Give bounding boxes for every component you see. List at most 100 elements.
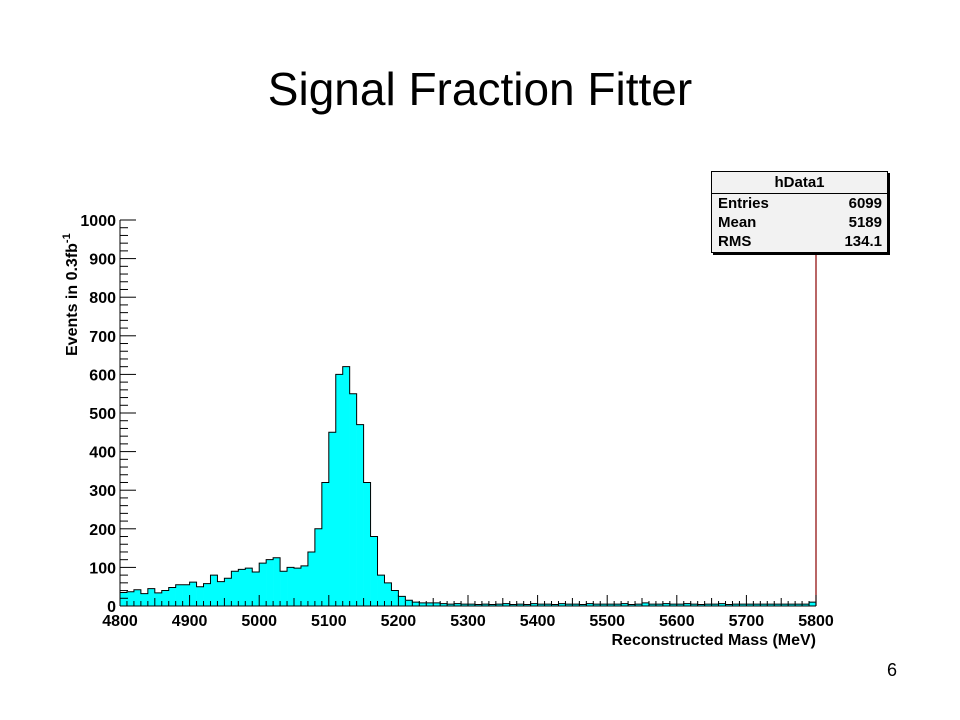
histogram-bar (300, 565, 309, 606)
histogram-bar (140, 593, 149, 606)
y-axis-ticks: 0 100 200 300 400 500 600 700 800 900 1000 (80, 213, 136, 616)
histogram-bar (175, 584, 183, 606)
histogram-bar (287, 567, 295, 606)
stats-row-entries: Entries 6099 (712, 194, 887, 213)
histogram-bar (683, 603, 692, 606)
x-tick-label: 5000 (241, 613, 277, 630)
x-tick-label: 5500 (589, 613, 625, 630)
histogram-bar (746, 604, 754, 606)
histogram-bar (662, 603, 671, 606)
histogram-bar (120, 592, 128, 606)
y-tick-label: 0 (107, 599, 116, 616)
histogram-bar (565, 604, 573, 606)
stats-value: 6099 (848, 195, 882, 212)
histogram-bar (294, 568, 302, 606)
histogram-bar (739, 604, 747, 606)
histogram-bar (440, 603, 448, 606)
histogram-bar (224, 578, 232, 606)
y-tick-label: 300 (89, 483, 116, 500)
x-tick-label: 5700 (729, 613, 765, 630)
histogram-bar (245, 568, 253, 606)
y-tick-label: 900 (89, 252, 116, 269)
stats-value: 5189 (848, 214, 882, 231)
histogram-bar (474, 604, 483, 606)
stats-label: Mean (718, 214, 757, 231)
histogram-bar (635, 604, 643, 606)
histogram-bar (266, 559, 274, 606)
histogram-bar (335, 374, 344, 606)
histogram-bar (391, 590, 399, 606)
histogram-bar (419, 602, 427, 606)
y-tick-label: 600 (89, 367, 116, 384)
histogram-bar (495, 604, 504, 606)
stats-label: RMS (718, 233, 752, 250)
histogram-bar (161, 590, 170, 606)
x-tick-label: 4900 (172, 613, 208, 630)
histogram-bar (377, 575, 385, 606)
stats-box-title: hData1 (712, 172, 887, 194)
histogram-bar (461, 604, 469, 606)
y-tick-label: 800 (89, 290, 116, 307)
histogram-bar (537, 604, 545, 606)
histogram-bar (509, 604, 518, 606)
x-tick-label: 5800 (798, 613, 834, 630)
y-tick-label: 400 (89, 445, 116, 462)
page-number: 6 (887, 660, 898, 680)
histogram-bar (412, 602, 420, 606)
histogram-bar (586, 603, 594, 606)
histogram-bar (753, 604, 761, 606)
histogram-bar (488, 604, 497, 606)
y-tick-label: 1000 (80, 213, 116, 230)
histogram-bar (795, 604, 803, 606)
x-axis-label: Reconstructed Mass (MeV) (612, 632, 817, 649)
histogram-bar (481, 604, 490, 606)
histogram-bar (697, 604, 705, 606)
y-axis-label-text: Events in 0.3fb (64, 243, 81, 356)
slide-title: Signal Fraction Fitter (267, 63, 693, 115)
histogram-bar (788, 604, 796, 606)
histogram-bar (544, 604, 552, 606)
histogram-bar (725, 604, 733, 606)
histogram-bar (572, 604, 580, 606)
histogram-bar (760, 604, 768, 606)
histogram-bar (356, 424, 364, 606)
x-tick-label: 5400 (520, 613, 556, 630)
histogram-bar (280, 571, 288, 606)
histogram-bar (370, 536, 378, 606)
histogram-bar (718, 603, 726, 606)
histogram-bar (154, 592, 163, 606)
y-tick-label: 100 (89, 560, 116, 577)
histogram-bar (809, 602, 817, 606)
histogram-bar (349, 393, 357, 606)
stats-row-rms: RMS 134.1 (712, 232, 887, 251)
histogram-bar (523, 604, 531, 606)
x-axis-ticks: 4800 4900 5000 5100 5200 5300 5400 5500 5600 5700… (102, 595, 834, 630)
histogram-bar (189, 582, 197, 606)
histogram-bar (398, 596, 406, 606)
histogram-bar (530, 603, 538, 606)
histogram-bar (238, 569, 246, 606)
histogram-bar (321, 482, 330, 606)
histogram-bar (558, 603, 566, 606)
y-axis-label: Events in 0.3fb-1 (61, 233, 81, 356)
histogram-bar (314, 528, 323, 606)
histogram-bar (133, 589, 142, 606)
histogram-bar (217, 581, 225, 606)
histogram-bar (607, 604, 615, 606)
histogram-bar (363, 482, 371, 606)
histogram-bar (502, 603, 511, 606)
histogram-bar (454, 603, 462, 606)
histogram-bar (676, 604, 685, 606)
histogram-bar (259, 563, 267, 606)
histogram-bar (196, 586, 204, 606)
stats-value: 134.1 (844, 233, 882, 250)
histogram-bar (802, 604, 810, 606)
histogram-bar (781, 604, 789, 606)
histogram-bar (307, 551, 316, 606)
x-tick-label: 5100 (311, 613, 347, 630)
histogram-bar (642, 602, 650, 606)
histogram-bar (600, 604, 608, 606)
histogram-bar (468, 604, 476, 606)
y-tick-label: 200 (89, 522, 116, 539)
